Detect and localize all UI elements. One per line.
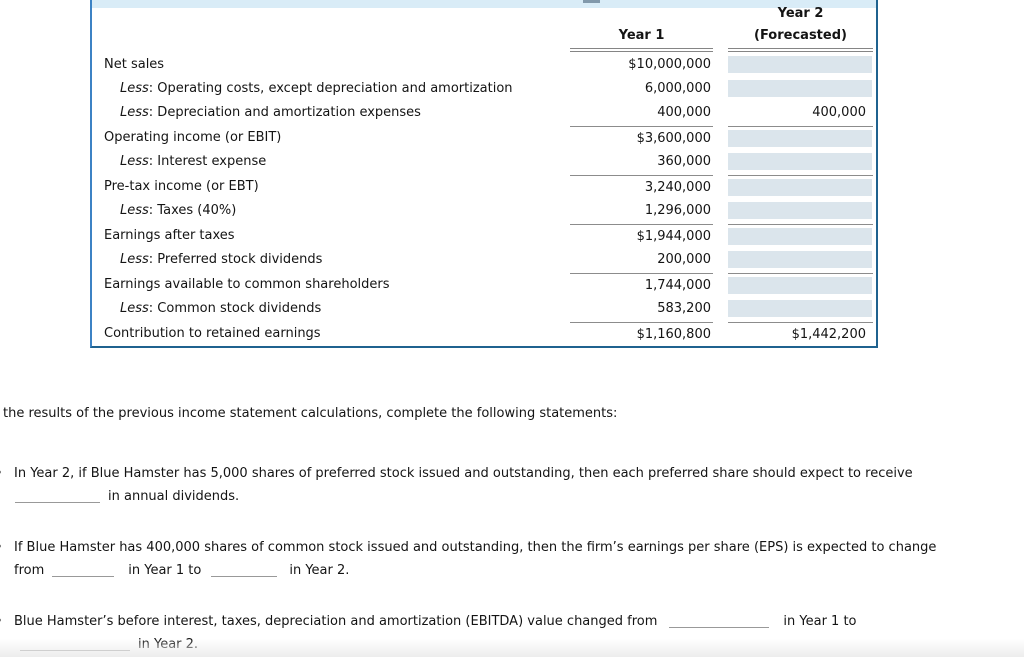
table-row-earnings-after-taxes: Earnings after taxes $1,944,000 xyxy=(92,224,876,248)
row-label: Less: Operating costs, except depreciati… xyxy=(120,81,513,96)
table-rows: Net sales $10,000,000 Less: Operating co… xyxy=(92,53,876,346)
year2-input[interactable] xyxy=(728,277,872,294)
column-header-year1: Year 1 xyxy=(618,28,665,43)
statement-text: If Blue Hamster has 400,000 shares of co… xyxy=(14,540,937,555)
year2-input[interactable] xyxy=(728,251,872,268)
answer-blank[interactable] xyxy=(52,563,115,577)
year1-value: 583,200 xyxy=(657,301,711,316)
year2-input[interactable] xyxy=(728,300,872,317)
table-row-pretax-income: Pre-tax income (or EBT) 3,240,000 xyxy=(92,175,876,199)
year1-value: 1,296,000 xyxy=(644,203,711,218)
table-top-strip xyxy=(92,0,876,8)
answer-blank[interactable] xyxy=(669,614,770,628)
header-double-rule-year1 xyxy=(570,48,713,52)
year1-value: 6,000,000 xyxy=(644,81,711,96)
table-row-depreciation: Less: Depreciation and amortization expe… xyxy=(92,101,876,125)
table-row-common-dividends: Less: Common stock dividends 583,200 xyxy=(92,297,876,321)
row-label: Pre-tax income (or EBT) xyxy=(104,179,259,194)
year1-value: $1,944,000 xyxy=(570,224,713,248)
row-label: Earnings after taxes xyxy=(104,228,235,243)
table-row-interest-expense: Less: Interest expense 360,000 xyxy=(92,150,876,174)
statement-preferred-dividends: • In Year 2, if Blue Hamster has 5,000 s… xyxy=(0,466,913,512)
table-row-operating-costs: Less: Operating costs, except depreciati… xyxy=(92,77,876,101)
row-label: Less: Preferred stock dividends xyxy=(120,252,323,267)
row-label: Contribution to retained earnings xyxy=(104,326,321,341)
year1-value: 1,744,000 xyxy=(570,273,713,297)
column-header-year2: Year 2 xyxy=(777,6,824,21)
table-row-retained-earnings: Contribution to retained earnings $1,160… xyxy=(92,322,876,346)
statement-text: Blue Hamster’s before interest, taxes, d… xyxy=(14,614,658,629)
table-row-net-sales: Net sales $10,000,000 xyxy=(92,53,876,77)
table-row-operating-income: Operating income (or EBIT) $3,600,000 xyxy=(92,126,876,150)
bullet-icon: • xyxy=(0,466,3,481)
year2-input[interactable] xyxy=(728,228,872,245)
year1-value: 200,000 xyxy=(657,252,711,267)
year2-input[interactable] xyxy=(728,153,872,170)
row-label: Less: Depreciation and amortization expe… xyxy=(120,105,421,120)
bullet-icon: • xyxy=(0,614,3,629)
table-row-earnings-available: Earnings available to common shareholder… xyxy=(92,273,876,297)
statement-eps-change: • If Blue Hamster has 400,000 shares of … xyxy=(0,540,936,586)
year2-value: $1,442,200 xyxy=(728,322,873,346)
bullet-icon: • xyxy=(0,540,3,555)
answer-blank[interactable] xyxy=(211,563,278,577)
statement-text: in annual dividends. xyxy=(108,489,240,504)
table-row-taxes: Less: Taxes (40%) 1,296,000 xyxy=(92,199,876,223)
year1-value: 400,000 xyxy=(657,105,711,120)
year1-value: 3,240,000 xyxy=(570,175,713,199)
year2-input[interactable] xyxy=(728,130,872,147)
year2-input[interactable] xyxy=(728,80,872,97)
answer-blank[interactable] xyxy=(15,489,100,503)
income-statement-table: Year 2 Year 1 (Forecasted) Net sales $10… xyxy=(90,0,878,348)
column-header-year2-forecasted: (Forecasted) xyxy=(754,28,847,43)
year2-input[interactable] xyxy=(728,56,872,73)
row-label: Less: Interest expense xyxy=(120,154,267,169)
statement-text: in Year 2. xyxy=(289,563,350,578)
row-label: Less: Common stock dividends xyxy=(120,301,322,316)
year1-value: 360,000 xyxy=(657,154,711,169)
year1-value: $1,160,800 xyxy=(570,322,713,346)
row-label: Operating income (or EBIT) xyxy=(104,130,282,145)
instructions-text: the results of the previous income state… xyxy=(3,406,618,421)
header-double-rule-year2 xyxy=(728,48,873,52)
year1-value: $10,000,000 xyxy=(628,57,711,72)
statement-text: in Year 1 to xyxy=(783,614,857,629)
cutoff-artifact xyxy=(583,0,600,3)
year2-value: 400,000 xyxy=(812,105,866,120)
row-label: Less: Taxes (40%) xyxy=(120,203,237,218)
year1-value: $3,600,000 xyxy=(570,126,713,150)
statement-text: In Year 2, if Blue Hamster has 5,000 sha… xyxy=(14,466,913,481)
row-label: Net sales xyxy=(104,57,165,72)
row-label: Earnings available to common shareholder… xyxy=(104,277,390,292)
statement-text: in Year 1 to xyxy=(128,563,202,578)
statement-text: from xyxy=(14,563,45,578)
year2-input[interactable] xyxy=(728,179,872,196)
table-row-preferred-dividends: Less: Preferred stock dividends 200,000 xyxy=(92,248,876,272)
bottom-fade xyxy=(0,639,1024,657)
year2-input[interactable] xyxy=(728,202,872,219)
